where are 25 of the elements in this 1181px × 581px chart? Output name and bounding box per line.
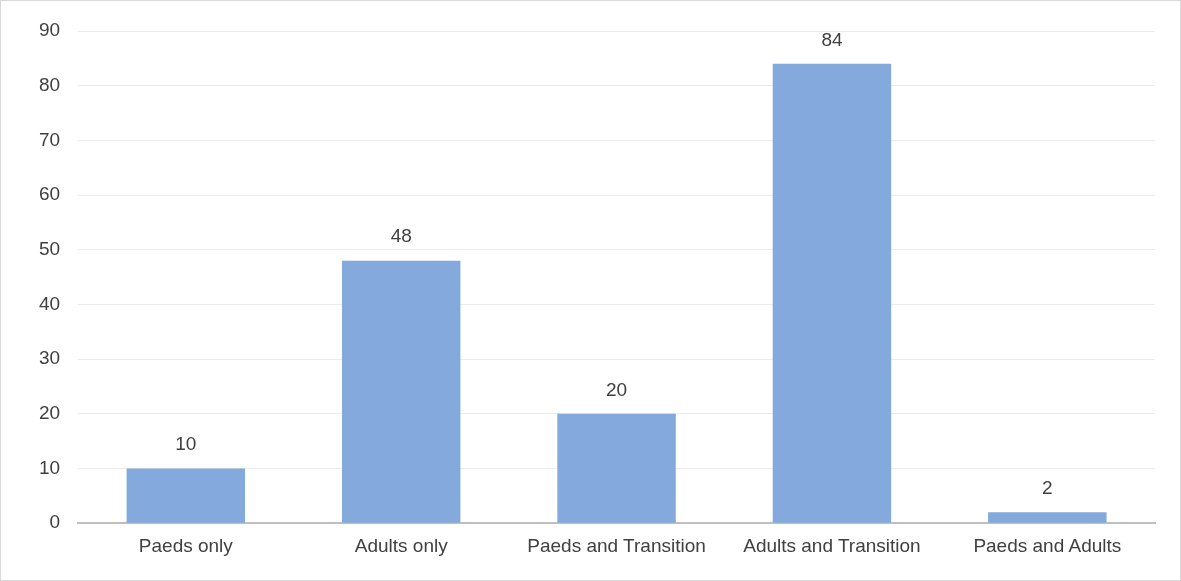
data-label: 48: [390, 225, 412, 247]
y-tick-label: 60: [38, 183, 61, 205]
y-tick-label: 80: [38, 73, 61, 95]
y-tick-label: 50: [38, 237, 61, 259]
y-tick-label: 40: [38, 292, 61, 314]
data-label: 20: [606, 378, 628, 400]
y-tick-label: 20: [38, 402, 61, 424]
bar: [988, 512, 1107, 523]
x-tick-label: Adults and Transition: [743, 534, 921, 556]
x-tick-label: Paeds and Transition: [527, 534, 706, 556]
y-tick-label: 70: [38, 128, 61, 150]
y-tick-label: 90: [38, 19, 61, 41]
data-label: 2: [1042, 477, 1053, 498]
bar: [341, 260, 461, 523]
y-tick-label: 30: [38, 347, 61, 369]
data-label: 10: [175, 433, 197, 455]
x-tick-label: Paeds and Adults: [973, 534, 1122, 556]
y-tick-label: 10: [38, 456, 61, 478]
bar: [557, 413, 676, 523]
bar: [126, 468, 246, 523]
x-tick-label: Paeds only: [138, 534, 234, 556]
x-tick-label: Adults only: [354, 534, 449, 556]
data-label: 84: [821, 28, 843, 50]
y-tick-label: 0: [49, 511, 61, 533]
bar: [772, 63, 892, 523]
